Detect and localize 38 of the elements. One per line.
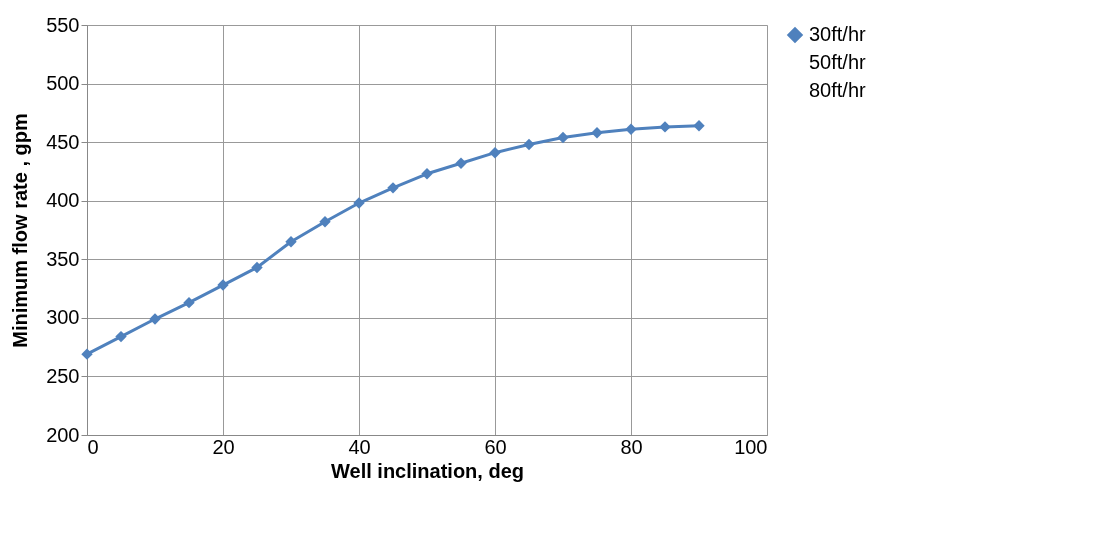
- y-tick-label: 350: [46, 247, 80, 270]
- y-tick-label: 550: [46, 13, 80, 36]
- x-tick-label: 40: [348, 435, 371, 458]
- y-tick-label: 250: [46, 364, 80, 387]
- point: [115, 330, 127, 343]
- x-tick-label: 20: [212, 435, 235, 458]
- point: [285, 236, 297, 248]
- text: 50ft/hr: [809, 51, 867, 73]
- y-tick-label: 450: [46, 130, 80, 153]
- point: [149, 313, 161, 325]
- x-tick-label: 60: [484, 435, 507, 458]
- point: [693, 120, 705, 132]
- point: [81, 348, 93, 360]
- point: [455, 157, 467, 169]
- x-axis-title: Well inclination, deg: [331, 459, 524, 482]
- point: [353, 197, 365, 209]
- point: [387, 182, 399, 194]
- point: [319, 216, 331, 228]
- y-tick-label: 400: [46, 189, 80, 212]
- point: [659, 121, 671, 133]
- point: [557, 131, 569, 144]
- y-tick-label: 500: [46, 72, 80, 95]
- point: [421, 168, 433, 180]
- text: 80ft/hr: [809, 79, 867, 101]
- x-tick-label: 100: [734, 435, 768, 458]
- x-tick-label: 0: [87, 435, 99, 458]
- point: [489, 146, 501, 159]
- point: [251, 261, 263, 274]
- point: [591, 127, 603, 139]
- point: [217, 279, 229, 291]
- y-tick-label: 300: [46, 306, 80, 329]
- x-tick-label: 80: [620, 435, 643, 458]
- point: [183, 296, 195, 309]
- point: [625, 123, 637, 135]
- legend-label: 30ft/hr: [809, 23, 867, 45]
- point: [523, 138, 535, 151]
- y-tick-label: 200: [46, 423, 80, 446]
- y-axis-title: Minimum flow rate , gpm: [9, 113, 32, 348]
